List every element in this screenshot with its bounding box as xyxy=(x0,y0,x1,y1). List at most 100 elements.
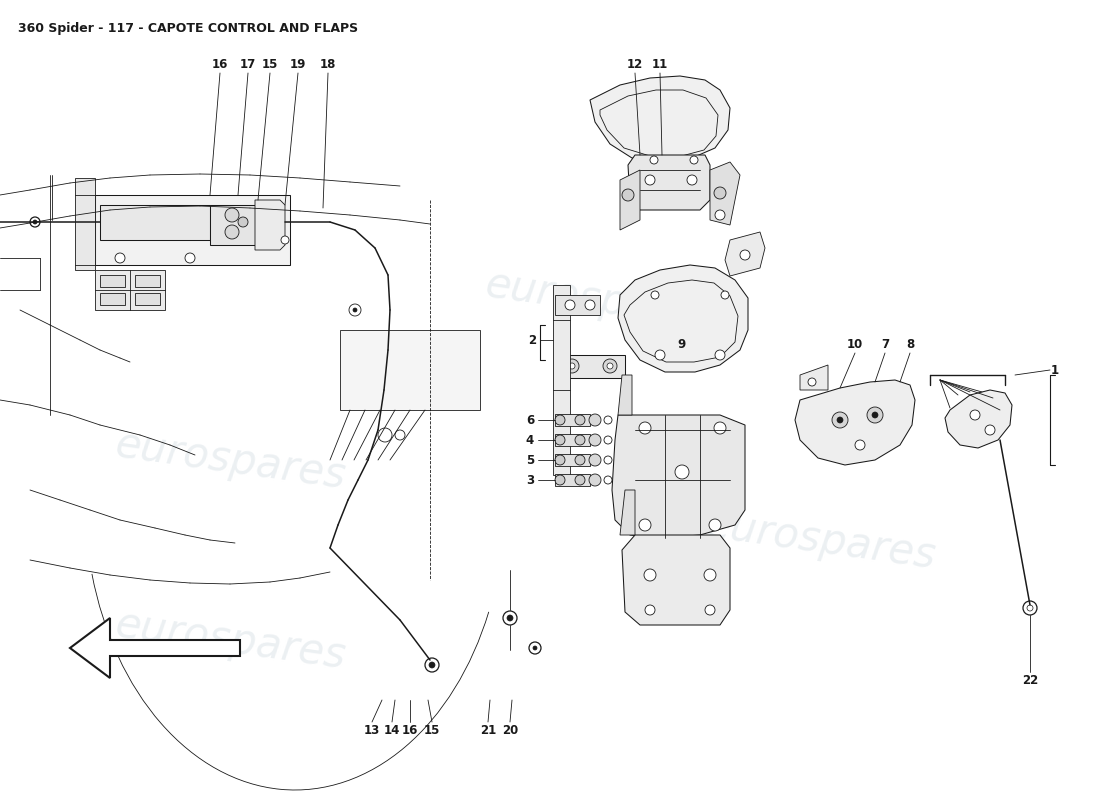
Text: 7: 7 xyxy=(881,338,889,351)
Polygon shape xyxy=(95,195,290,265)
Polygon shape xyxy=(620,170,640,230)
Circle shape xyxy=(378,428,392,442)
Polygon shape xyxy=(556,414,590,426)
Circle shape xyxy=(651,291,659,299)
Bar xyxy=(100,275,125,287)
Circle shape xyxy=(808,378,816,386)
Circle shape xyxy=(984,425,996,435)
Circle shape xyxy=(238,217,248,227)
Text: 6: 6 xyxy=(526,414,535,426)
Circle shape xyxy=(585,300,595,310)
Circle shape xyxy=(621,189,634,201)
Polygon shape xyxy=(340,330,480,410)
Text: 15: 15 xyxy=(424,723,440,737)
Circle shape xyxy=(607,363,613,369)
Circle shape xyxy=(644,569,656,581)
Polygon shape xyxy=(620,490,635,535)
Circle shape xyxy=(690,156,698,164)
Circle shape xyxy=(604,416,612,424)
Circle shape xyxy=(715,210,725,220)
Circle shape xyxy=(30,217,40,227)
Text: 18: 18 xyxy=(320,58,337,71)
Text: eurospares: eurospares xyxy=(112,423,348,497)
Polygon shape xyxy=(75,178,95,270)
Circle shape xyxy=(837,417,843,423)
Circle shape xyxy=(556,455,565,465)
Circle shape xyxy=(688,175,697,185)
Text: 14: 14 xyxy=(384,723,400,737)
Circle shape xyxy=(575,415,585,425)
Circle shape xyxy=(429,662,434,668)
Text: 3: 3 xyxy=(526,474,535,486)
Circle shape xyxy=(556,415,565,425)
Circle shape xyxy=(714,422,726,434)
Circle shape xyxy=(556,435,565,445)
Polygon shape xyxy=(612,415,745,538)
Circle shape xyxy=(832,412,848,428)
Polygon shape xyxy=(210,205,255,245)
Text: 8: 8 xyxy=(906,338,914,351)
Circle shape xyxy=(226,208,239,222)
Circle shape xyxy=(556,475,565,485)
Circle shape xyxy=(588,474,601,486)
Circle shape xyxy=(33,220,37,224)
Text: 16: 16 xyxy=(402,723,418,737)
Polygon shape xyxy=(710,162,740,225)
Circle shape xyxy=(650,156,658,164)
Polygon shape xyxy=(618,265,748,372)
Circle shape xyxy=(569,363,575,369)
Polygon shape xyxy=(553,285,570,475)
Circle shape xyxy=(705,605,715,615)
Polygon shape xyxy=(255,200,285,250)
Circle shape xyxy=(534,646,537,650)
Circle shape xyxy=(603,359,617,373)
Text: 13: 13 xyxy=(364,723,381,737)
Circle shape xyxy=(654,350,666,360)
Polygon shape xyxy=(556,454,590,466)
Circle shape xyxy=(575,475,585,485)
Polygon shape xyxy=(556,295,600,315)
Circle shape xyxy=(855,440,865,450)
Circle shape xyxy=(1027,605,1033,611)
Text: 360 Spider - 117 - CAPOTE CONTROL AND FLAPS: 360 Spider - 117 - CAPOTE CONTROL AND FL… xyxy=(18,22,359,35)
Circle shape xyxy=(565,300,575,310)
Text: eurospares: eurospares xyxy=(112,603,348,677)
Circle shape xyxy=(575,435,585,445)
Circle shape xyxy=(395,430,405,440)
Circle shape xyxy=(507,615,513,621)
Circle shape xyxy=(226,225,239,239)
Circle shape xyxy=(116,253,125,263)
Circle shape xyxy=(575,455,585,465)
Text: 11: 11 xyxy=(652,58,668,71)
Polygon shape xyxy=(945,390,1012,448)
Polygon shape xyxy=(800,365,828,390)
Polygon shape xyxy=(725,232,764,276)
Text: 17: 17 xyxy=(240,58,256,71)
Polygon shape xyxy=(621,535,730,625)
Circle shape xyxy=(604,456,612,464)
Circle shape xyxy=(503,611,517,625)
Circle shape xyxy=(710,519,720,531)
Circle shape xyxy=(280,236,289,244)
Polygon shape xyxy=(558,355,625,378)
Circle shape xyxy=(588,454,601,466)
Bar xyxy=(135,275,160,287)
Circle shape xyxy=(639,519,651,531)
Circle shape xyxy=(425,658,439,672)
Bar xyxy=(135,293,160,305)
Circle shape xyxy=(1023,601,1037,615)
Polygon shape xyxy=(628,155,710,210)
Text: 10: 10 xyxy=(847,338,864,351)
Circle shape xyxy=(588,434,601,446)
Circle shape xyxy=(565,359,579,373)
Text: 20: 20 xyxy=(502,723,518,737)
Circle shape xyxy=(604,436,612,444)
Polygon shape xyxy=(100,205,210,240)
Text: 15: 15 xyxy=(262,58,278,71)
Polygon shape xyxy=(70,618,240,678)
Text: 19: 19 xyxy=(289,58,306,71)
Polygon shape xyxy=(556,434,590,446)
Polygon shape xyxy=(95,270,165,310)
Circle shape xyxy=(645,605,654,615)
Circle shape xyxy=(645,175,654,185)
